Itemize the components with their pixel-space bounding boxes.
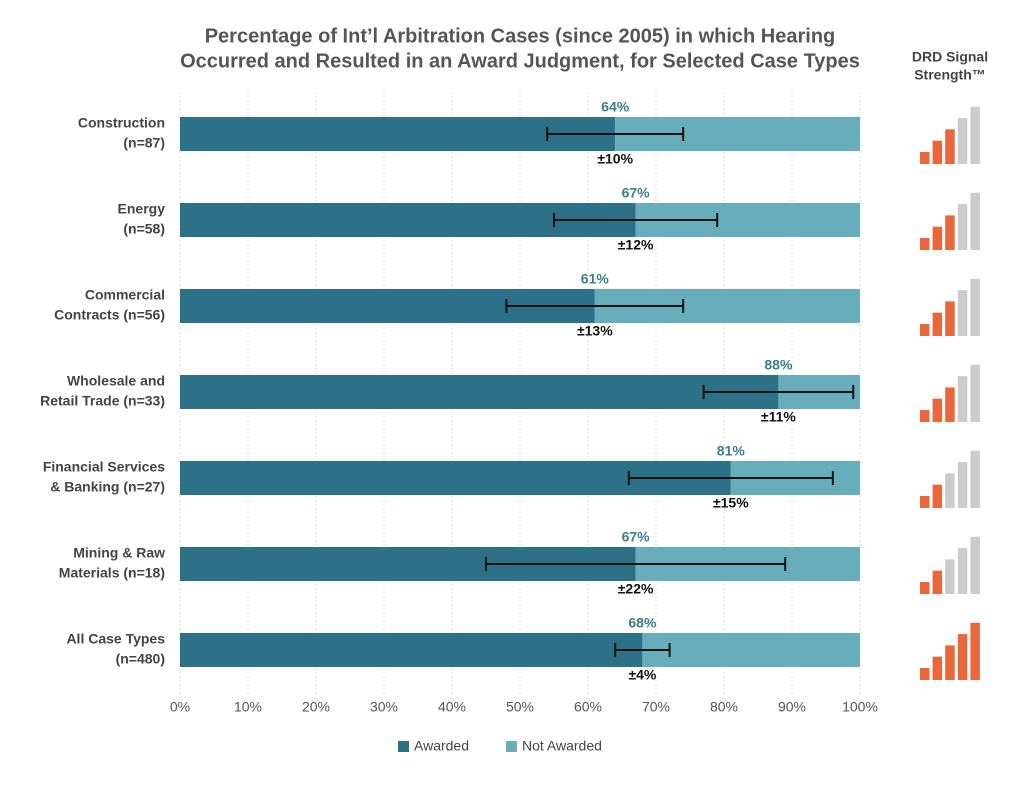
category-label: (n=87) bbox=[123, 135, 165, 151]
signal-bar bbox=[945, 559, 955, 594]
bar-segment bbox=[180, 117, 616, 151]
value-label: 61% bbox=[581, 271, 610, 287]
signal-bar bbox=[920, 410, 930, 422]
signal-bar bbox=[957, 634, 968, 680]
error-label: ±13% bbox=[577, 323, 613, 339]
error-label: ±12% bbox=[618, 237, 654, 253]
signal-bar bbox=[970, 278, 980, 336]
category-label: Financial Services bbox=[43, 459, 165, 475]
error-label: ±10% bbox=[597, 151, 633, 167]
category-label: Contracts (n=56) bbox=[54, 307, 165, 323]
bar-segment bbox=[180, 633, 643, 667]
legend-label: Awarded bbox=[414, 738, 469, 754]
legend-swatch bbox=[506, 741, 517, 752]
signal-bar bbox=[932, 140, 943, 164]
category-label: (n=480) bbox=[116, 651, 165, 667]
signal-bar bbox=[970, 450, 980, 508]
value-label: 64% bbox=[601, 99, 630, 115]
signal-bar bbox=[920, 324, 930, 336]
signal-bar bbox=[957, 462, 968, 508]
signal-bar bbox=[920, 668, 930, 680]
value-label: 67% bbox=[622, 529, 651, 545]
legend-label: Not Awarded bbox=[522, 738, 602, 754]
signal-bar bbox=[945, 301, 955, 336]
error-label: ±4% bbox=[628, 667, 656, 683]
category-label: Wholesale and bbox=[67, 373, 165, 389]
signal-bar bbox=[932, 226, 943, 250]
x-tick-label: 0% bbox=[170, 699, 190, 715]
signal-bar bbox=[970, 622, 980, 680]
category-label: Materials (n=18) bbox=[59, 565, 165, 581]
signal-bar bbox=[957, 204, 968, 250]
error-label: ±11% bbox=[761, 409, 796, 425]
signal-bar bbox=[970, 192, 980, 250]
category-label: Mining & Raw bbox=[73, 545, 165, 561]
signal-bar bbox=[932, 312, 943, 336]
error-label: ±15% bbox=[713, 495, 749, 511]
signal-bar bbox=[920, 496, 930, 508]
x-tick-label: 70% bbox=[642, 699, 670, 715]
signal-bar bbox=[945, 387, 955, 422]
x-tick-label: 50% bbox=[506, 699, 534, 715]
signal-bar bbox=[970, 106, 980, 164]
signal-bar bbox=[957, 376, 968, 422]
value-label: 88% bbox=[764, 357, 793, 373]
error-label: ±22% bbox=[618, 581, 654, 597]
category-label: Retail Trade (n=33) bbox=[40, 393, 165, 409]
category-label: & Banking (n=27) bbox=[50, 479, 165, 495]
signal-bar bbox=[945, 129, 955, 164]
x-tick-label: 80% bbox=[710, 699, 738, 715]
value-label: 68% bbox=[628, 615, 657, 631]
category-label: Energy bbox=[118, 201, 166, 217]
chart-title: Occurred and Resulted in an Award Judgme… bbox=[180, 50, 860, 72]
category-label: Construction bbox=[78, 115, 165, 131]
bar-segment bbox=[180, 375, 779, 409]
bar-segment bbox=[642, 633, 860, 667]
x-tick-label: 10% bbox=[234, 699, 262, 715]
signal-title: Strength™ bbox=[914, 67, 986, 83]
legend-swatch bbox=[398, 741, 409, 752]
signal-bar bbox=[920, 582, 930, 594]
x-tick-label: 40% bbox=[438, 699, 466, 715]
signal-bar bbox=[945, 215, 955, 250]
signal-bar bbox=[957, 548, 968, 594]
category-label: Commercial bbox=[85, 287, 165, 303]
signal-bar bbox=[932, 656, 943, 680]
signal-bar bbox=[920, 238, 930, 250]
signal-bar bbox=[957, 290, 968, 336]
signal-bar bbox=[932, 398, 943, 422]
signal-bar bbox=[920, 152, 930, 164]
x-tick-label: 90% bbox=[778, 699, 806, 715]
chart-title: Percentage of Int’l Arbitration Cases (s… bbox=[205, 25, 836, 47]
signal-bar bbox=[970, 364, 980, 422]
value-label: 67% bbox=[622, 185, 651, 201]
signal-bar bbox=[957, 118, 968, 164]
x-tick-label: 20% bbox=[302, 699, 330, 715]
signal-bar bbox=[945, 473, 955, 508]
signal-bar bbox=[932, 484, 943, 508]
signal-bar bbox=[932, 570, 943, 594]
signal-bar bbox=[945, 645, 955, 680]
category-label: All Case Types bbox=[66, 631, 165, 647]
value-label: 81% bbox=[717, 443, 746, 459]
category-label: (n=58) bbox=[123, 221, 165, 237]
x-tick-label: 60% bbox=[574, 699, 602, 715]
x-tick-label: 30% bbox=[370, 699, 398, 715]
x-tick-label: 100% bbox=[842, 699, 878, 715]
signal-bar bbox=[970, 536, 980, 594]
signal-title: DRD Signal bbox=[912, 49, 988, 65]
